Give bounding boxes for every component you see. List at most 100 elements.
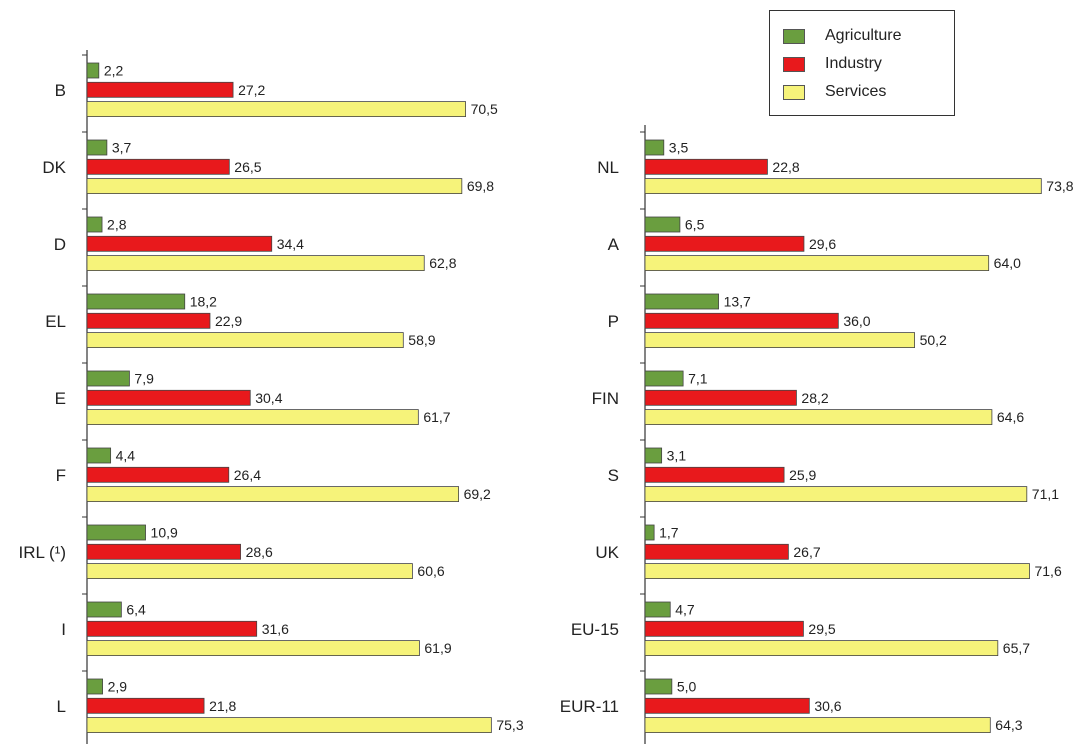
bar-services-e [86,409,419,426]
data-label-industry-i: 31,6 [262,621,289,637]
bar-services-s [644,486,1028,503]
bar-agriculture-el [86,293,186,310]
legend-label-agriculture: Agriculture [825,27,902,44]
data-label-industry-el: 22,9 [215,313,242,329]
category-label-irl: IRL (¹) [18,543,66,562]
bar-industry-i [86,620,258,637]
data-label-industry-l: 21,8 [209,698,236,714]
bar-industry-nl [644,158,768,175]
data-label-services-dk: 69,8 [467,178,494,194]
data-label-agriculture-el: 18,2 [190,294,217,310]
data-label-agriculture-dk: 3,7 [112,140,132,156]
category-label-a: A [608,235,620,254]
bar-industry-uk [644,543,789,560]
bar-services-nl [644,178,1042,195]
bar-agriculture-f [86,447,112,464]
data-label-agriculture-i: 6,4 [126,602,146,618]
data-label-services-eu-15: 65,7 [1003,640,1030,656]
data-label-industry-uk: 26,7 [793,544,820,560]
category-label-el: EL [45,312,66,331]
data-label-agriculture-irl: 10,9 [151,525,178,541]
data-label-services-irl: 60,6 [417,563,444,579]
bar-industry-e [86,389,251,406]
data-label-industry-nl: 22,8 [772,159,799,175]
category-label-f: F [56,466,66,485]
bar-agriculture-a [644,216,681,233]
data-label-industry-e: 30,4 [255,390,282,406]
bar-services-fin [644,409,993,426]
data-label-agriculture-fin: 7,1 [688,371,708,387]
data-label-services-uk: 71,6 [1034,563,1061,579]
data-label-agriculture-b: 2,2 [104,63,124,79]
data-label-services-el: 58,9 [408,332,435,348]
bar-agriculture-d [86,216,103,233]
data-label-services-l: 75,3 [496,717,523,733]
bar-agriculture-irl [86,524,146,541]
data-label-services-nl: 73,8 [1046,178,1073,194]
bar-industry-d [86,235,273,252]
bar-agriculture-s [644,447,663,464]
data-label-agriculture-nl: 3,5 [669,140,689,156]
data-label-agriculture-d: 2,8 [107,217,127,233]
data-label-industry-a: 29,6 [809,236,836,252]
bar-services-d [86,255,425,272]
legend-item-agriculture: Agriculture [783,26,901,46]
data-label-services-a: 64,0 [994,255,1021,271]
category-label-e: E [55,389,66,408]
category-label-p: P [608,312,619,331]
bar-services-eu-15 [644,640,999,656]
bar-services-b [86,101,466,117]
bar-agriculture-eur-11 [644,678,673,695]
bar-industry-l [86,697,205,714]
bar-agriculture-b [86,62,100,79]
category-label-dk: DK [42,158,66,177]
data-label-services-b: 70,5 [471,101,498,117]
bar-industry-f [86,466,230,483]
bar-agriculture-eu-15 [644,601,671,618]
category-label-l: L [57,697,66,716]
data-label-agriculture-uk: 1,7 [659,525,679,541]
bar-services-p [644,332,915,349]
legend-swatch-industry [783,56,805,72]
legend: Agriculture Industry Services [769,10,955,116]
category-label-d: D [54,235,66,254]
data-label-industry-eur-11: 30,6 [814,698,841,714]
bar-services-el [86,332,404,349]
bar-services-f [86,486,460,503]
category-label-eu-15: EU-15 [571,620,619,639]
data-label-industry-s: 25,9 [789,467,816,483]
bar-agriculture-uk [644,524,655,541]
data-label-industry-b: 27,2 [238,82,265,98]
data-label-industry-d: 34,4 [277,236,304,252]
data-label-industry-irl: 28,6 [246,544,273,560]
data-label-agriculture-eu-15: 4,7 [675,602,695,618]
legend-label-services: Services [825,83,887,100]
chart-panel-1: B2,227,270,5DK3,726,569,8D2,834,462,8EL1… [18,50,524,744]
bar-industry-fin [644,389,797,406]
legend-item-industry: Industry [783,54,882,74]
bar-services-i [86,640,420,656]
legend-label-industry: Industry [825,55,882,72]
category-label-nl: NL [597,158,619,177]
category-label-eur-11: EUR-11 [560,697,619,716]
bar-services-irl [86,563,413,579]
data-label-services-i: 61,9 [424,640,451,656]
legend-item-services: Services [783,82,886,102]
data-label-services-d: 62,8 [429,255,456,271]
data-label-services-f: 69,2 [464,486,491,502]
bar-services-a [644,255,990,272]
bar-industry-el [86,312,211,329]
bar-agriculture-dk [86,139,108,156]
category-label-uk: UK [595,543,619,562]
bar-industry-dk [86,158,230,175]
data-label-services-fin: 64,6 [997,409,1024,425]
bar-industry-s [644,466,785,483]
data-label-industry-eu-15: 29,5 [808,621,835,637]
category-label-fin: FIN [592,389,619,408]
bar-services-dk [86,178,463,195]
legend-swatch-services [783,84,805,100]
bar-industry-a [644,235,805,252]
bar-industry-b [86,81,234,98]
data-label-services-s: 71,1 [1032,486,1059,502]
